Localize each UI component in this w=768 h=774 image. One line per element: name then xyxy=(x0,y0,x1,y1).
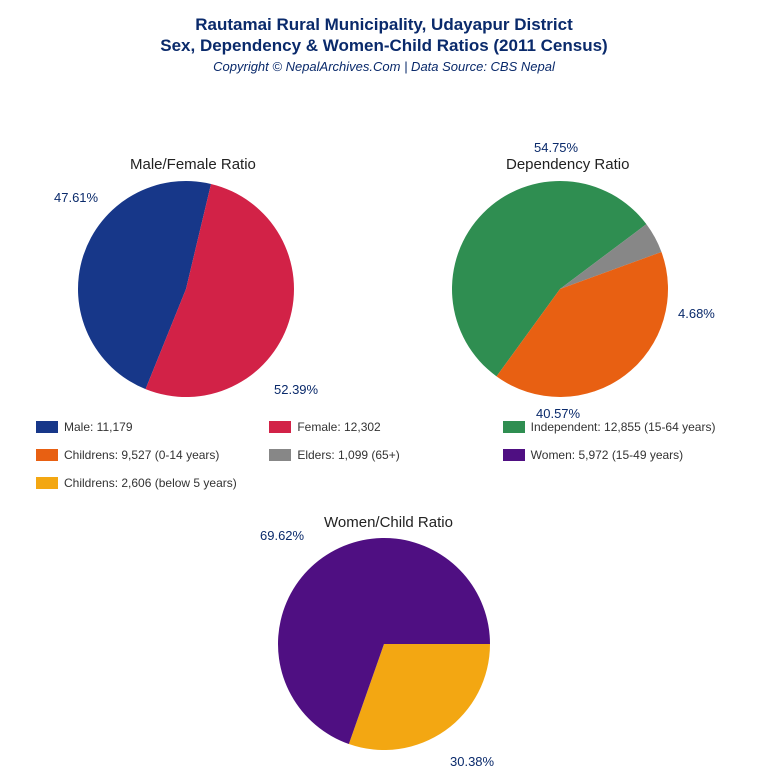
title-line-2: Sex, Dependency & Women-Child Ratios (20… xyxy=(0,35,768,56)
legend-label: Male: 11,179 xyxy=(64,420,133,434)
sex-chart-title: Male/Female Ratio xyxy=(130,156,256,173)
legend-item: Childrens: 9,527 (0-14 years) xyxy=(36,448,269,462)
subtitle: Copyright © NepalArchives.Com | Data Sou… xyxy=(0,59,768,74)
legend: Male: 11,179 Female: 12,302 Independent: 1… xyxy=(36,420,736,490)
legend-label: Childrens: 9,527 (0-14 years) xyxy=(64,448,219,462)
legend-swatch xyxy=(503,449,525,461)
legend-swatch xyxy=(269,421,291,433)
legend-swatch xyxy=(36,421,58,433)
slice-label-male: 47.61% xyxy=(54,190,98,205)
legend-label: Female: 12,302 xyxy=(297,420,380,434)
legend-item: Male: 11,179 xyxy=(36,420,269,434)
legend-item: Childrens: 2,606 (below 5 years) xyxy=(36,476,269,490)
chart-area: Male/Female Ratio Dependency Ratio Women… xyxy=(0,74,768,774)
title-line-1: Rautamai Rural Municipality, Udayapur Di… xyxy=(0,14,768,35)
legend-item: Female: 12,302 xyxy=(269,420,502,434)
legend-label: Childrens: 2,606 (below 5 years) xyxy=(64,476,237,490)
chart-container: Rautamai Rural Municipality, Udayapur Di… xyxy=(0,0,768,768)
legend-item: Independent: 12,855 (15-64 years) xyxy=(503,420,736,434)
legend-label: Elders: 1,099 (65+) xyxy=(297,448,399,462)
slice-label-childrens_0_14: 40.57% xyxy=(536,406,580,421)
slice-label-childrens_below5: 30.38% xyxy=(450,754,494,769)
legend-swatch xyxy=(36,477,58,489)
legend-item: Elders: 1,099 (65+) xyxy=(269,448,502,462)
women-child-chart-title: Women/Child Ratio xyxy=(324,514,453,531)
dependency-chart-title: Dependency Ratio xyxy=(506,156,629,173)
slice-label-elders: 4.68% xyxy=(678,306,715,321)
slice-label-independent: 54.75% xyxy=(534,140,578,155)
legend-swatch xyxy=(503,421,525,433)
legend-swatch xyxy=(36,449,58,461)
slice-label-female: 52.39% xyxy=(274,382,318,397)
legend-swatch xyxy=(269,449,291,461)
slice-label-women: 69.62% xyxy=(260,528,304,543)
legend-label: Independent: 12,855 (15-64 years) xyxy=(531,420,716,434)
legend-item: Women: 5,972 (15-49 years) xyxy=(503,448,736,462)
legend-label: Women: 5,972 (15-49 years) xyxy=(531,448,684,462)
